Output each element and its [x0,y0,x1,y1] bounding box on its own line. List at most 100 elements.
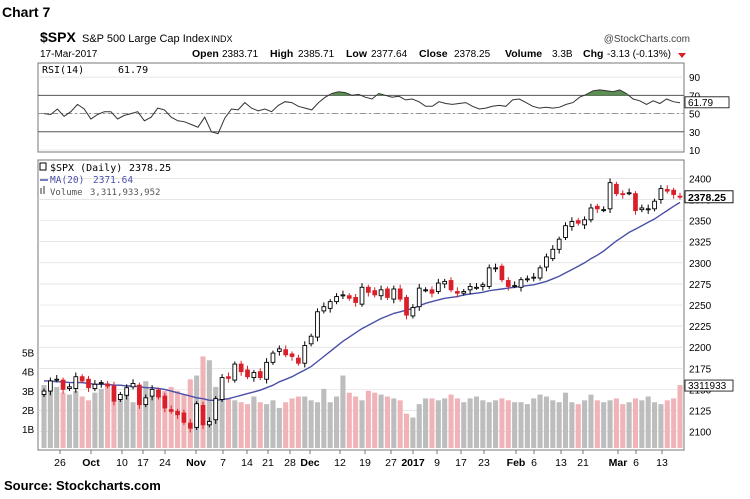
volume-bar [531,398,537,448]
volume-bar [480,400,486,448]
candle-body [366,286,371,293]
volume-bar [187,379,193,448]
volume-bar [378,394,384,448]
x-tick-label: Dec [300,457,319,469]
x-tick-label: 17 [455,457,467,469]
low-value: 2377.64 [371,49,408,60]
candle-body [664,188,670,192]
candle-body [213,398,219,421]
candle-body [397,288,403,300]
x-tick-label: 17 [137,457,149,469]
rsi-tick-label: 50 [689,110,701,121]
volume-bar [652,402,658,448]
volume-bar [136,386,142,448]
volume-bar [206,360,212,448]
candle-body [429,289,435,294]
volume-tick-label: 3B [22,387,35,398]
volume-bar [365,390,371,448]
candle-body [416,287,422,308]
x-tick-label: 13 [555,457,567,469]
volume-bar [391,398,397,448]
price-series-value: 2378.25 [129,163,171,174]
volume-bar [403,413,410,448]
rsi-label: RSI(14) [42,65,84,76]
candle-body [238,363,244,373]
volume-bar [340,375,346,448]
volume-bar [334,396,340,448]
volume-legend-label: Volume [50,188,83,198]
x-tick-label: 23 [478,457,490,469]
x-tick-label: 19 [359,457,371,469]
candle-body [175,410,180,416]
candle-body [614,183,619,195]
candle-body [499,265,505,281]
candle-body [639,207,645,211]
candle-body [385,288,390,298]
volume-bar [149,392,155,448]
volume-bar [111,390,117,448]
volume-bar [346,392,352,448]
rsi-panel: RSI(14) 61.79 9070503010 61.79 [37,62,730,157]
price-tick-label: 2100 [689,428,712,439]
price-last-tag [684,190,734,204]
exchange: INDX [211,34,233,44]
candle-body [79,376,85,382]
candle-body [168,409,174,412]
volume-bar [232,400,238,448]
volume-bar [225,398,231,448]
volume-bar [671,398,677,448]
volume-bar [677,385,683,448]
candle-body [340,294,346,297]
rsi-line [43,89,681,135]
volume-bar [155,388,162,448]
volume-bar [645,396,651,448]
candle-body [626,192,632,195]
close-label: Close [419,48,448,60]
volume-bar [314,402,321,448]
chg-label: Chg [583,48,603,60]
ma-legend-value: 2371.64 [93,175,133,186]
rsi-tick-label: 10 [689,146,701,157]
candle-body [289,353,295,357]
candle-body [105,383,110,387]
candle-body [594,205,600,210]
volume-bar [283,402,289,448]
volume-bar [620,404,626,448]
volume-bar [124,394,130,448]
candle-body [423,289,428,292]
candle-body [569,221,575,227]
candle-body [461,291,467,294]
candle-body [658,188,664,200]
volume-tick-label: 2B [22,406,35,417]
volume-bar [607,400,613,448]
volume-bar [327,402,333,448]
volume-value: 3.3B [552,49,573,60]
price-tick-label: 2175 [689,364,712,375]
x-tick-label: 13 [656,457,668,469]
price-tick-label: 2250 [689,301,712,312]
candle-body [480,284,486,287]
volume-bar [60,392,66,448]
candle-body [525,278,530,281]
volume-bar [276,407,282,448]
volume-bar [423,398,429,448]
volume-bar [543,396,549,448]
x-tick-label: 2017 [401,457,425,469]
volume-bar [244,404,251,448]
volume-bar [162,390,168,448]
candle-body [537,267,543,279]
candle-body [556,238,562,250]
volume-bar [658,404,664,448]
candle-body [327,301,333,309]
candle-body [226,376,231,379]
x-tick-label: 14 [241,457,253,469]
candle-body [181,412,187,423]
candle-body [257,371,263,379]
high-label: High [270,48,293,60]
candle-body [264,361,269,380]
volume-bar [175,390,181,448]
candle-body [372,290,378,296]
x-tick-label: Oct [82,457,100,469]
x-tick-label: 24 [159,457,171,469]
x-tick-label: Mar [609,457,628,469]
